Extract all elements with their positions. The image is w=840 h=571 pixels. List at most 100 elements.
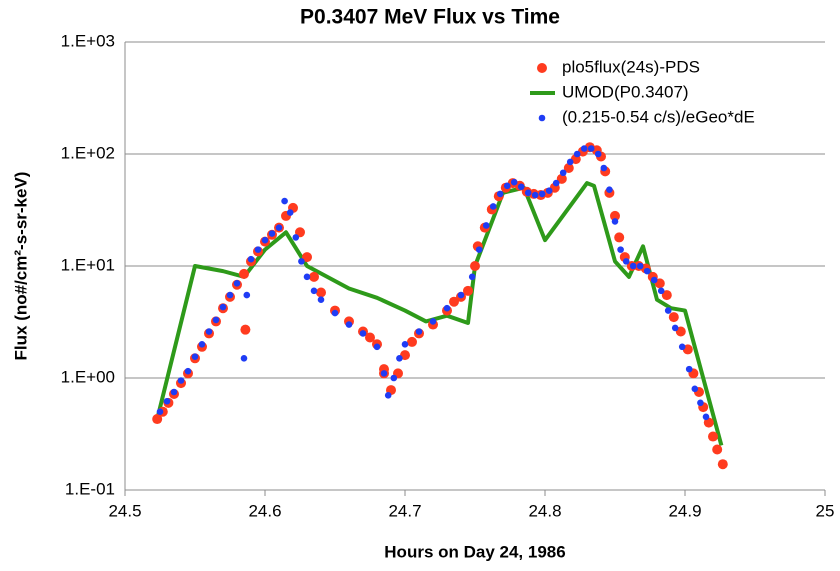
- data-point: [580, 145, 588, 152]
- x-tick-label: 24.8: [528, 501, 561, 520]
- data-point: [668, 312, 679, 323]
- data-point: [240, 354, 248, 362]
- data-point: [233, 280, 241, 287]
- data-point: [678, 343, 686, 351]
- data-point: [531, 191, 539, 199]
- data-point: [587, 145, 595, 152]
- y-axis-label: Flux (no#/cm²-s-sr-keV): [11, 172, 30, 361]
- data-point: [191, 353, 199, 360]
- data-point: [449, 296, 459, 307]
- data-point: [563, 162, 574, 173]
- legend-label: (0.215-0.54 c/s)/eGeo*dE: [562, 107, 755, 126]
- data-point: [316, 287, 326, 298]
- x-axis-label: Hours on Day 24, 1986: [384, 542, 565, 561]
- data-point: [510, 178, 518, 186]
- data-point: [657, 287, 665, 295]
- data-point: [254, 246, 262, 253]
- data-point: [292, 234, 300, 241]
- data-point: [205, 328, 213, 335]
- data-point: [556, 173, 567, 184]
- data-point: [212, 316, 220, 324]
- data-point: [610, 210, 620, 221]
- data-point: [617, 246, 624, 253]
- data-point: [219, 303, 227, 311]
- data-point: [239, 268, 249, 279]
- x-tick-label: 24.9: [668, 501, 701, 520]
- data-point: [365, 332, 375, 343]
- data-point: [317, 296, 325, 304]
- data-point: [559, 169, 567, 177]
- data-point: [302, 252, 312, 263]
- y-tick-label: 1.E+01: [61, 255, 115, 274]
- y-tick-label: 1.E-01: [65, 479, 115, 498]
- data-point: [661, 290, 672, 301]
- data-point: [247, 255, 255, 263]
- data-point: [496, 190, 504, 198]
- data-point: [415, 328, 423, 335]
- data-point: [298, 258, 305, 265]
- data-point: [281, 197, 288, 205]
- data-point: [685, 365, 693, 373]
- data-point: [600, 164, 608, 172]
- data-point: [545, 187, 553, 195]
- data-point: [503, 182, 511, 190]
- data-point: [380, 370, 388, 377]
- data-point: [573, 150, 581, 158]
- data-point: [240, 324, 251, 335]
- data-point: [407, 336, 417, 347]
- data-point: [629, 262, 637, 270]
- data-point: [566, 158, 574, 166]
- legend-label: plo5flux(24s)-PDS: [562, 57, 700, 76]
- data-point: [470, 261, 480, 271]
- data-point: [396, 354, 403, 362]
- data-point: [594, 150, 602, 158]
- data-point: [331, 309, 339, 317]
- chart-title: P0.3407 MeV Flux vs Time: [300, 6, 560, 29]
- data-point: [524, 189, 532, 197]
- data-point: [373, 343, 381, 351]
- data-point: [643, 267, 651, 275]
- data-point: [691, 385, 699, 393]
- data-point: [303, 273, 311, 281]
- legend-label: UMOD(P0.3407): [562, 82, 689, 101]
- data-point: [170, 388, 178, 396]
- data-point: [606, 186, 613, 194]
- data-point: [184, 367, 192, 375]
- data-point: [702, 413, 710, 421]
- data-point: [650, 276, 658, 284]
- x-tick-label: 24.7: [388, 501, 421, 520]
- x-tick-label: 25: [816, 501, 835, 520]
- data-point: [517, 183, 525, 191]
- data-point: [390, 374, 398, 382]
- data-point: [156, 408, 164, 416]
- data-point: [345, 321, 353, 328]
- data-point: [697, 399, 704, 407]
- legend-swatch: [537, 63, 547, 73]
- data-point: [463, 285, 473, 296]
- data-point: [226, 291, 234, 299]
- data-point: [359, 330, 367, 337]
- data-point: [243, 291, 251, 299]
- data-point: [261, 236, 269, 244]
- data-point: [552, 179, 560, 187]
- data-point: [538, 190, 546, 198]
- data-point: [286, 209, 294, 216]
- y-tick-label: 1.E+00: [61, 367, 115, 386]
- legend-swatch: [538, 114, 546, 122]
- data-point: [275, 224, 283, 231]
- y-tick-label: 1.E+03: [61, 31, 115, 50]
- data-point: [177, 377, 185, 384]
- data-point: [198, 340, 206, 348]
- data-point: [310, 287, 318, 295]
- data-point: [457, 291, 465, 299]
- data-point: [482, 222, 490, 229]
- data-point: [664, 307, 672, 314]
- data-point: [152, 414, 163, 425]
- data-point: [611, 218, 619, 225]
- x-tick-label: 24.6: [248, 501, 281, 520]
- data-point: [636, 262, 644, 270]
- data-point: [443, 304, 451, 312]
- data-point: [614, 232, 625, 243]
- data-point: [268, 230, 276, 237]
